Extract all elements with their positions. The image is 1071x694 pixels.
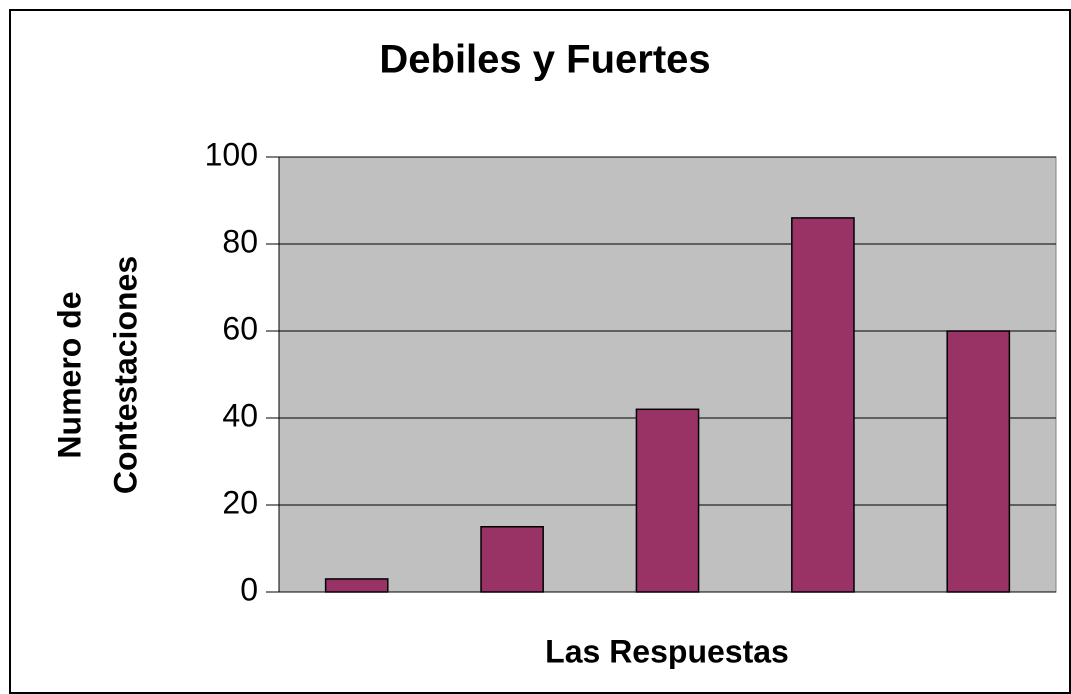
- bar: [946, 330, 1011, 593]
- x-axis-label: Las Respuestas: [545, 633, 789, 669]
- y-tick-label: 40: [222, 397, 258, 433]
- y-tick-label: 100: [205, 136, 258, 172]
- bar: [635, 408, 700, 593]
- bar: [324, 578, 389, 593]
- y-tick-label: 0: [240, 571, 258, 607]
- y-axis-label: Numero de Contestaciones: [51, 256, 143, 494]
- y-tick-label: 60: [222, 310, 258, 346]
- chart-title: Debiles y Fuertes: [379, 38, 710, 82]
- bar: [791, 217, 855, 593]
- bar: [480, 526, 544, 593]
- y-tick-label: 20: [222, 484, 258, 520]
- y-axis-label-line: Numero de: [51, 291, 87, 458]
- y-tick-label: 80: [222, 223, 258, 259]
- y-axis-label-line: Contestaciones: [107, 256, 143, 494]
